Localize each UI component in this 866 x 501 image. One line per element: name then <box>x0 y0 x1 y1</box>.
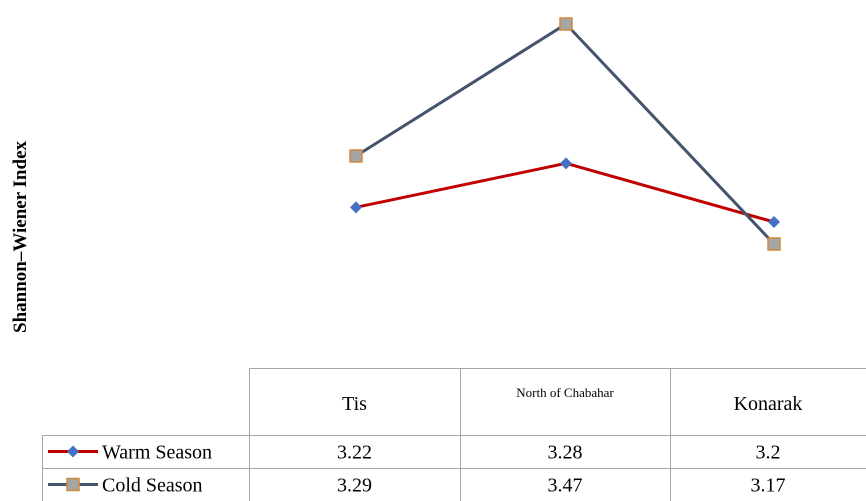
data-table: Tis North of Chabahar Konarak Warm Season 3.… <box>48 385 802 497</box>
legend-key <box>48 445 98 458</box>
data-label: 3.29 <box>337 475 372 497</box>
series-line-cold-season <box>355 22 776 246</box>
data-point <box>768 216 780 228</box>
data-point <box>767 237 781 251</box>
data-point <box>559 17 573 31</box>
data-label: 3.47 <box>548 475 583 497</box>
data-point <box>560 157 572 170</box>
data-label: 3.22 <box>337 442 372 464</box>
plot-area <box>349 17 781 251</box>
category-label: Tis <box>342 393 367 415</box>
series-line-warm-season <box>355 161 775 224</box>
legend-label: Warm Season <box>102 442 212 464</box>
data-label: 3.17 <box>751 475 786 497</box>
data-point <box>350 201 362 214</box>
data-table-grid <box>42 368 866 501</box>
category-label: North of Chabahar <box>516 385 614 400</box>
legend-key <box>48 477 98 492</box>
category-label: Konarak <box>734 393 803 415</box>
data-point <box>349 149 363 163</box>
data-label: 3.28 <box>548 442 583 464</box>
y-axis-label: Shannon–Wiener Index <box>10 141 31 334</box>
legend-label: Cold Season <box>102 475 203 497</box>
data-label: 3.2 <box>756 442 781 464</box>
